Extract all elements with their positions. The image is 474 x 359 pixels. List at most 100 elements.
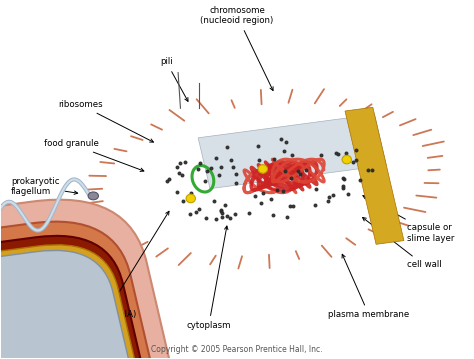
Point [342,150,350,156]
Point [335,151,342,157]
Point [251,193,258,199]
Point [259,190,266,196]
Ellipse shape [186,194,195,203]
Text: food granule: food granule [44,139,144,172]
Point [271,156,278,162]
Point [294,168,301,174]
Point [365,167,372,173]
Point [178,172,185,178]
Point [173,190,181,195]
Point [182,159,189,165]
Point [228,157,235,163]
Point [268,196,275,202]
Point [290,203,297,209]
Point [203,168,211,174]
Point [368,167,375,173]
Text: chromosome
(nucleoid region): chromosome (nucleoid region) [201,6,273,90]
Text: pili: pili [160,57,188,101]
Point [340,176,348,182]
Point [278,136,285,141]
Point [232,171,240,176]
Point [221,202,228,208]
Point [215,172,223,178]
FancyBboxPatch shape [0,222,162,359]
Point [229,164,237,170]
Point [218,208,225,213]
Point [231,211,239,216]
Point [324,199,331,204]
Point [312,186,320,192]
FancyBboxPatch shape [0,200,183,359]
Text: plasma membrane: plasma membrane [328,254,410,320]
Polygon shape [198,114,386,189]
Point [349,159,357,165]
Ellipse shape [258,165,267,173]
Point [255,158,263,163]
Point [194,165,202,171]
Text: prokaryotic
flagellum: prokaryotic flagellum [11,177,78,196]
Point [288,152,296,158]
Point [329,192,337,198]
Point [212,155,220,161]
Point [192,209,200,215]
Point [187,190,195,196]
Point [212,216,220,222]
FancyBboxPatch shape [0,250,137,359]
Point [165,176,173,182]
Point [353,148,360,153]
Text: ribosomes: ribosomes [58,100,154,142]
Point [296,171,304,177]
Point [202,215,210,221]
Text: plasmid (DNA): plasmid (DNA) [74,211,169,320]
Point [173,164,181,169]
Point [283,139,290,144]
Point [195,206,203,212]
Ellipse shape [88,192,99,200]
Point [270,213,277,218]
Point [218,214,226,220]
Text: capsule or
slime layer: capsule or slime layer [363,196,454,243]
Point [286,204,294,209]
Point [219,210,226,216]
Point [287,175,295,181]
Point [280,148,288,154]
Text: Copyright © 2005 Pearson Prentice Hall, Inc.: Copyright © 2005 Pearson Prentice Hall, … [151,345,323,354]
Point [356,177,364,182]
Polygon shape [345,107,404,244]
Point [201,178,209,184]
Point [339,185,346,191]
Point [164,178,171,184]
Point [325,194,333,200]
Point [218,164,225,170]
Point [246,211,253,216]
Point [226,216,233,222]
Point [210,198,218,204]
Text: cell wall: cell wall [363,218,441,270]
Point [176,160,183,166]
Point [282,168,289,174]
Point [279,188,287,194]
Point [332,150,339,156]
Point [208,165,215,171]
Point [344,191,352,197]
Point [302,167,310,172]
Point [232,180,240,186]
Point [218,208,225,214]
Ellipse shape [342,155,352,164]
Point [175,170,183,176]
Point [186,211,194,217]
Point [257,200,265,206]
Point [339,183,347,188]
Point [352,157,359,163]
Point [317,152,325,158]
Text: cytoplasm: cytoplasm [186,226,231,330]
Point [179,198,187,204]
Point [254,143,262,149]
Point [339,175,347,181]
Point [273,187,281,193]
FancyBboxPatch shape [0,245,144,359]
Point [223,144,231,149]
Point [223,213,231,219]
FancyBboxPatch shape [0,236,151,359]
Point [283,214,291,220]
